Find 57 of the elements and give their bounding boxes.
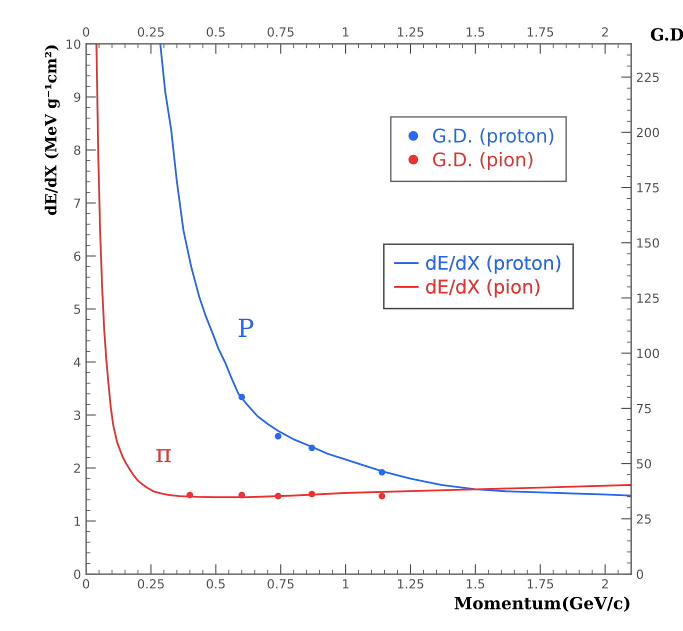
y-tick-label: 9 — [74, 92, 80, 102]
x-tick-label: 1.25 — [398, 579, 424, 589]
point — [308, 444, 316, 452]
y2-tick-label: 50 — [636, 459, 652, 469]
x-tick-label: 0 — [82, 579, 90, 589]
x2-tick-label: 0.5 — [206, 27, 225, 37]
y-tick-label: 2 — [74, 463, 80, 473]
point — [274, 432, 282, 440]
y-axis-title: dE/dX (MeV g⁻¹cm²) — [44, 45, 60, 215]
x2-tick-label: 2 — [602, 27, 608, 37]
y2-tick-label: 225 — [636, 72, 659, 82]
y2-tick-label: 75 — [636, 404, 651, 414]
annotation: π — [156, 449, 171, 462]
x2-tick-label: 1.5 — [466, 27, 484, 37]
x-tick-label: 2 — [602, 579, 608, 588]
y2-tick-label: 150 — [637, 238, 659, 248]
x-tick-label: 0.25 — [138, 579, 164, 589]
y2-tick-label: 0 — [636, 569, 644, 579]
y2-tick-label: 200 — [636, 128, 659, 138]
point — [274, 492, 282, 500]
legend-label: dE/dX (pion) — [426, 279, 540, 298]
y-tick-label: 5 — [74, 304, 80, 314]
x-tick-label: 1.75 — [528, 579, 554, 589]
x2-tick-label: 1.25 — [398, 27, 424, 37]
y-tick-label: 3 — [74, 410, 80, 420]
x2-tick-label: 0 — [82, 27, 90, 37]
y2-tick-label: 125 — [637, 293, 659, 303]
point — [238, 394, 246, 400]
legend-label: G.D. (pion) — [433, 152, 532, 170]
point — [378, 468, 386, 476]
y-tick-label: 0 — [74, 569, 80, 579]
y2-tick-label: 100 — [637, 348, 659, 358]
x2-tick-label: 0.25 — [138, 27, 164, 37]
y2-tick-label: 25 — [636, 514, 651, 524]
x-tick-label: 0.5 — [206, 579, 225, 589]
y-tick-label: 4 — [74, 358, 80, 367]
x-tick-label: 1 — [342, 579, 348, 588]
point — [186, 492, 194, 498]
legend-label: G.D. (proton) — [433, 128, 554, 146]
x-tick-label: 1.5 — [466, 579, 484, 589]
point — [378, 492, 386, 500]
y-tick-label: 8 — [74, 145, 80, 155]
y-tick-label: 10 — [66, 39, 80, 49]
y-tick-label: 7 — [74, 198, 80, 208]
x2-tick-label: 0.75 — [268, 27, 294, 37]
y2-axis-title: G.D — [650, 28, 683, 41]
y-tick-label: 6 — [74, 251, 80, 261]
x2-tick-label: 1.75 — [528, 27, 554, 37]
annotation: P — [238, 318, 254, 337]
y-tick-label: 1 — [74, 516, 80, 526]
legend-label: dE/dX (proton) — [426, 255, 560, 274]
point — [308, 490, 316, 498]
x-axis-title: Momentum(GeV/c) — [454, 596, 630, 612]
x2-tick-label: 1 — [342, 27, 348, 37]
x-tick-label: 0.75 — [268, 579, 294, 589]
y2-tick-label: 175 — [637, 183, 659, 192]
point — [238, 492, 246, 498]
